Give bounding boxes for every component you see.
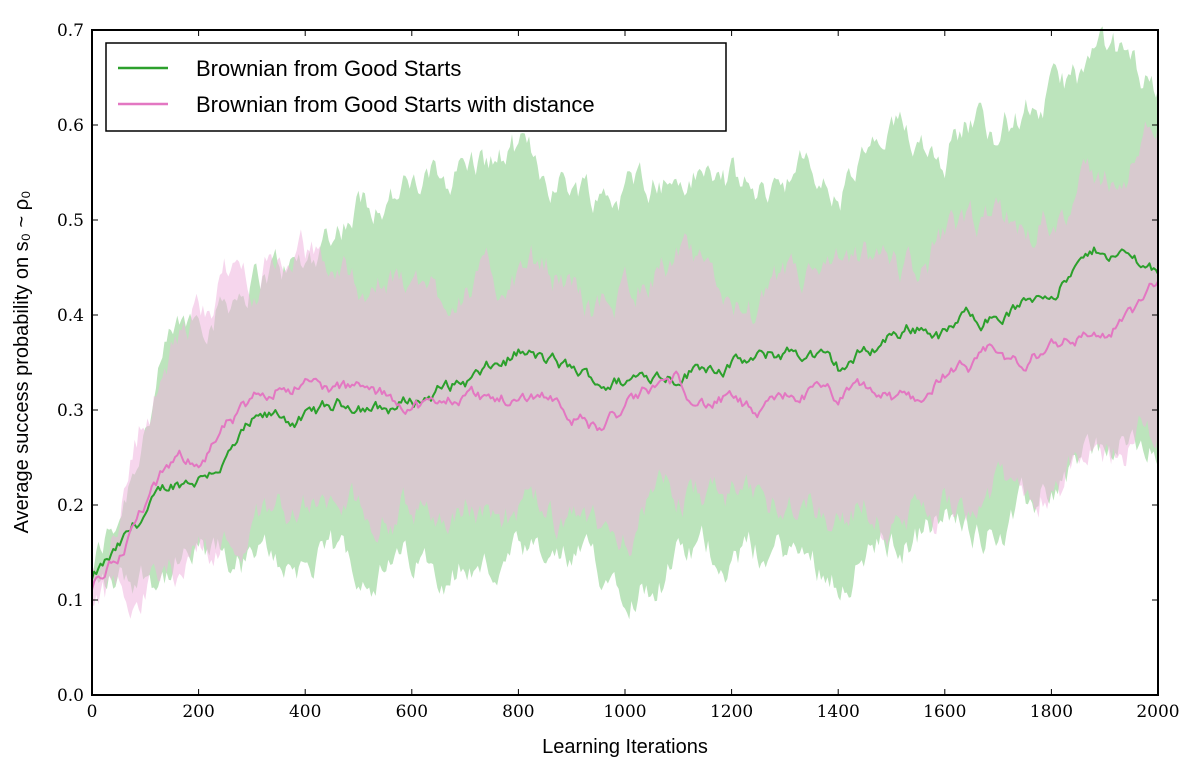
confidence-bands [92, 26, 1158, 620]
x-tick-label: 400 [289, 702, 321, 722]
x-tick-label: 600 [396, 702, 428, 722]
y-tick-label: 0.1 [57, 591, 84, 611]
y-tick-label: 0.7 [57, 21, 84, 41]
legend-box [105, 42, 727, 132]
y-axis-ticks: 0.0 0.1 0.2 0.3 0.4 0.5 0.6 0.7 [57, 21, 1158, 706]
y-tick-label: 0.0 [57, 686, 84, 706]
x-tick-label: 0 [87, 702, 98, 722]
series-band-1 [92, 121, 1158, 619]
y-tick-label: 0.2 [57, 496, 84, 516]
series-lines [91, 246, 1159, 591]
legend-label-pink: Brownian from Good Starts with distance [196, 92, 595, 117]
x-tick-label: 1400 [817, 702, 860, 722]
x-tick-label: 2000 [1136, 702, 1179, 722]
legend: Brownian from Good Starts Brownian from … [105, 42, 727, 132]
x-tick-label: 1000 [603, 702, 646, 722]
x-tick-label: 1800 [1030, 702, 1073, 722]
x-axis-ticks: 0 200 400 600 800 1000 1200 1400 1600 1800 2000 [87, 30, 1180, 722]
y-tick-label: 0.5 [57, 211, 84, 231]
x-tick-label: 200 [182, 702, 214, 722]
series-line-1 [91, 280, 1159, 591]
legend-label-green: Brownian from Good Starts [196, 56, 461, 81]
y-axis-label: Average success probability on s₀ ~ ρ₀ [11, 191, 33, 534]
y-tick-label: 0.6 [57, 116, 84, 136]
x-axis-label: Learning Iterations [542, 736, 708, 758]
y-tick-label: 0.3 [57, 401, 84, 421]
x-tick-label: 1600 [923, 702, 966, 722]
x-tick-label: 800 [502, 702, 534, 722]
series-line-0 [91, 246, 1159, 580]
y-tick-label: 0.4 [57, 306, 84, 326]
x-tick-label: 1200 [710, 702, 753, 722]
